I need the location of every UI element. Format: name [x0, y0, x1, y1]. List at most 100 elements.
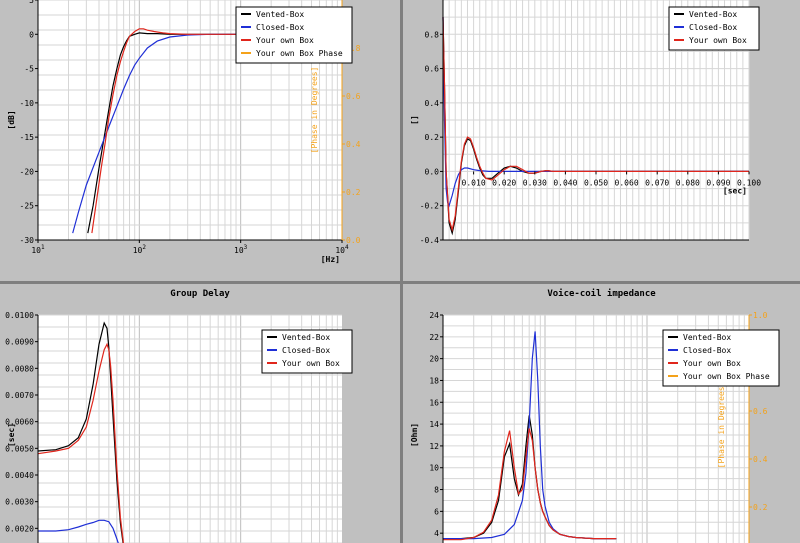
legend-label: Your own Box — [683, 359, 741, 368]
y-tick-label: 0.8 — [425, 30, 440, 39]
y-tick-label: 24 — [429, 311, 439, 320]
y-tick-label: 0.0030 — [5, 498, 34, 507]
y2-tick-label: 1.0 — [753, 311, 768, 320]
x-tick-label: 0.010 — [462, 178, 486, 187]
legend-label: Your own Box — [689, 36, 747, 45]
y-axis-label: [Ohm] — [410, 423, 419, 447]
legend-label: Vented-Box — [683, 333, 731, 342]
y-tick-label: 0.0080 — [5, 364, 34, 373]
y-tick-label: 0.2 — [425, 133, 440, 142]
y2-tick-label: 0.2 — [753, 503, 768, 512]
y-tick-label: 12 — [429, 442, 439, 451]
chart-title: Group Delay — [170, 289, 230, 299]
y-tick-label: 6 — [434, 507, 439, 516]
y-tick-label: 10 — [429, 464, 439, 473]
y-tick-label: -0.4 — [420, 236, 439, 245]
x-tick-label: 0.040 — [553, 178, 577, 187]
y-tick-label: 16 — [429, 398, 439, 407]
legend-label: Closed-Box — [683, 346, 731, 355]
chart-3: 0.0100 0.0090 0.0080 0.0070 0.0060 0.0050 0.00… — [5, 289, 353, 543]
x-tick-label: 0.060 — [615, 178, 639, 187]
y-tick-label: -25 — [20, 202, 35, 211]
y-tick-label: 4 — [434, 529, 439, 538]
y-tick-label: 0.0090 — [5, 338, 34, 347]
y-tick-label: -5 — [24, 65, 34, 74]
chart-title: Voice-coil impedance — [547, 288, 656, 299]
legend-label: Closed-Box — [282, 346, 330, 355]
x-tick-label: 0.080 — [676, 178, 700, 187]
x-axis-label: [Hz] — [321, 255, 340, 264]
y-tick-label: 0.0070 — [5, 391, 34, 400]
x-tick-label: 103 — [234, 244, 248, 255]
legend: Vented-Box Closed-Box Your own Box Your own… — [235, 6, 353, 64]
y-tick-label: -0.2 — [420, 202, 439, 211]
horizontal-divider — [0, 281, 800, 284]
chart-1: 5 0 -5 -10 -15 -20 -25 -30 0.8 0.6 0.4 0.2 0.0 101 102… — [7, 0, 361, 264]
y-tick-label: 0.0050 — [5, 444, 34, 453]
y2-tick-label: 0.6 — [346, 92, 361, 101]
y-tick-label: -10 — [20, 99, 35, 108]
series-line-your-own-box — [442, 17, 749, 233]
x-tick-label: 0.020 — [492, 178, 516, 187]
legend-label: Vented-Box — [689, 10, 737, 19]
series-line-your-own-box — [443, 428, 617, 541]
legend-label: Vented-Box — [256, 10, 304, 19]
vertical-divider — [400, 0, 403, 543]
x-tick-label: 0.050 — [584, 178, 608, 187]
y2-tick-label: 0.2 — [346, 188, 361, 197]
legend-label: Your own Box Phase — [256, 49, 343, 58]
legend-label: Vented-Box — [282, 333, 330, 342]
y2-tick-label: 0.6 — [753, 407, 768, 416]
y2-tick-label: 0.0 — [346, 236, 361, 245]
x-tick-label: 0.030 — [523, 178, 547, 187]
x-tick-label: 0.090 — [706, 178, 730, 187]
y-tick-label: 18 — [429, 376, 439, 385]
series-line-closed-box — [442, 17, 749, 208]
x-tick-label: 102 — [133, 244, 147, 255]
y2-axis-label: [Phase in Degrees] — [310, 67, 319, 154]
y2-tick-label: 0.8 — [346, 44, 361, 53]
chart-4: 24222018161412108641.00.80.60.40.2[Ohm][… — [410, 288, 780, 543]
legend: Vented-Box Closed-Box Your own Box Your own… — [662, 329, 780, 387]
legend: Vented-Box Closed-Box Your own Box — [261, 329, 353, 374]
y-tick-label: -20 — [20, 167, 35, 176]
y-tick-label: 0.4 — [425, 99, 440, 108]
legend: Vented-Box Closed-Box Your own Box — [668, 6, 760, 51]
legend-label: Your own Box Phase — [683, 372, 770, 381]
x-tick-label: 101 — [31, 244, 45, 255]
legend-label: Closed-Box — [256, 23, 304, 32]
series-line-closed-box — [38, 519, 119, 543]
y2-tick-label: 0.4 — [346, 140, 361, 149]
series-line-your-own-box — [37, 342, 125, 543]
y-tick-label: 0.0040 — [5, 471, 34, 480]
x-axis-label: [sec] — [723, 186, 747, 195]
y-tick-label: 0.0 — [425, 167, 440, 176]
chart-2: 0.8 0.6 0.4 0.2 0.0 -0.2 -0.4 0.010 0.020 0.030 0.… — [410, 0, 761, 245]
y2-tick-label: 0.4 — [753, 455, 768, 464]
y-tick-label: 0.0060 — [5, 418, 34, 427]
y-tick-label: 5 — [29, 0, 34, 5]
y-tick-label: 22 — [429, 333, 439, 342]
legend-label: Your own Box — [256, 36, 314, 45]
y-axis-label: [] — [410, 115, 419, 125]
legend-label: Closed-Box — [689, 23, 737, 32]
y-tick-label: -15 — [20, 133, 35, 142]
y-tick-label: -30 — [20, 236, 35, 245]
x-tick-label: 0.100 — [737, 178, 761, 187]
y-tick-label: 0 — [29, 30, 34, 39]
x-tick-label: 104 — [335, 244, 349, 255]
y-axis-label: [sec] — [7, 423, 16, 447]
y-tick-label: 14 — [429, 420, 439, 429]
grid — [442, 0, 750, 241]
legend-label: Your own Box — [282, 359, 340, 368]
y-tick-label: 0.6 — [425, 65, 440, 74]
series-line-your-own-box — [91, 28, 289, 234]
x-tick-label: 0.070 — [645, 178, 669, 187]
y-tick-label: 0.0100 — [5, 311, 34, 320]
y2-axis-label: [Phase in Degrees] — [717, 382, 726, 469]
y-axis-label: [dB] — [7, 110, 16, 129]
grid — [37, 314, 342, 543]
y-tick-label: 0.0020 — [5, 524, 34, 533]
